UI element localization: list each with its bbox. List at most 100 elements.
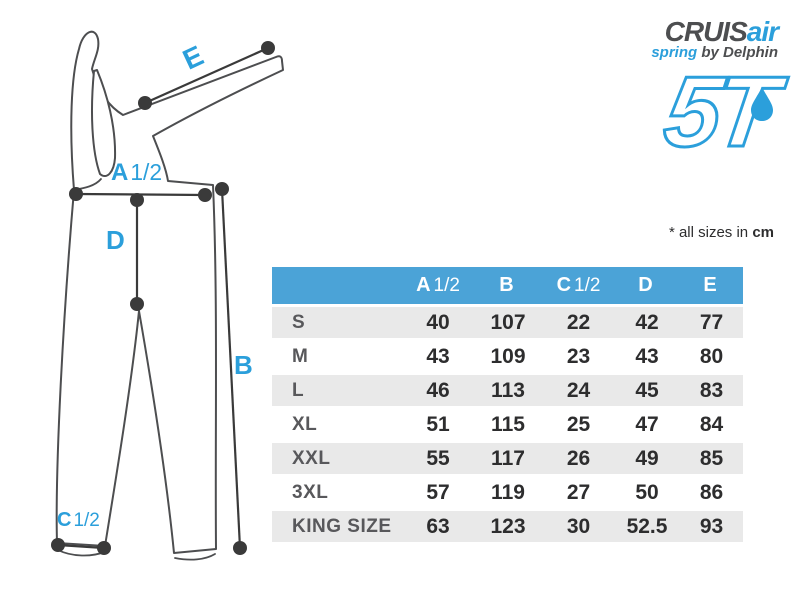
size-cell: XL xyxy=(292,413,318,435)
size-cell: XXL xyxy=(292,447,331,469)
measure-label-d: D xyxy=(106,227,125,253)
table-row: XXL 55 117 26 49 85 xyxy=(272,443,743,474)
value-cell: 43 xyxy=(635,344,659,368)
units-note-text: * all sizes in xyxy=(668,224,753,241)
measure-dot xyxy=(261,41,275,55)
brand-name-blue: air xyxy=(746,16,779,47)
header-cell-c: C 1/2 xyxy=(543,267,614,304)
brand-logo: CRUISair xyxy=(664,16,779,48)
table-row: M 43 109 23 43 80 xyxy=(272,341,743,372)
size-table-body: S 40 107 22 42 77 M 43 109 23 43 80 L 46… xyxy=(272,307,743,542)
value-cell: 49 xyxy=(635,446,659,470)
size-cell: 3XL xyxy=(292,481,329,503)
value-cell: 25 xyxy=(566,412,591,436)
table-row: S 40 107 22 42 77 xyxy=(272,307,743,338)
pants-diagram: E A1/2 D B C 1/2 xyxy=(0,0,300,600)
table-row: L 46 113 24 45 83 xyxy=(272,375,743,406)
measure-label-text: A xyxy=(111,159,129,186)
value-cell: 117 xyxy=(491,446,525,470)
pants-silhouette xyxy=(55,30,284,554)
water-drop-icon xyxy=(751,87,773,121)
measure-dot xyxy=(215,182,229,196)
header-row: A 1/2 B C 1/2 D E xyxy=(272,267,743,304)
measure-dot xyxy=(233,541,247,555)
header-cell-b: B xyxy=(473,267,543,304)
value-cell: 51 xyxy=(426,412,450,436)
measure-dot xyxy=(97,541,111,555)
value-cell: 23 xyxy=(566,344,591,368)
measure-label-fraction: 1/2 xyxy=(73,510,100,531)
column-label: E xyxy=(703,274,717,296)
measure-dot xyxy=(51,538,65,552)
measure-dot xyxy=(69,187,83,201)
value-cell: 30 xyxy=(566,514,591,538)
measure-label-c: C 1/2 xyxy=(57,510,100,530)
size-cell: L xyxy=(292,379,305,401)
header-cell-e: E xyxy=(680,267,743,304)
column-label: B xyxy=(499,274,514,296)
left-cuff-line xyxy=(57,549,105,557)
value-cell: 85 xyxy=(699,446,724,470)
pants-outline-drawing xyxy=(51,30,284,561)
header-cell-a: A 1/2 xyxy=(403,267,473,304)
value-cell: 40 xyxy=(426,310,450,334)
measure-line-b xyxy=(220,188,242,549)
measure-label-text: D xyxy=(106,225,125,255)
value-cell: 107 xyxy=(490,310,526,334)
column-fraction: 1/2 xyxy=(574,275,601,296)
units-note-unit: cm xyxy=(752,224,774,241)
table-row: 3XL 57 119 27 50 86 xyxy=(272,477,743,508)
value-cell: 22 xyxy=(566,310,591,334)
brand-name-dark: CRUIS xyxy=(664,16,748,47)
value-cell: 57 xyxy=(426,480,450,504)
measure-dot xyxy=(198,188,212,202)
measure-line-c xyxy=(57,543,105,550)
column-fraction: 1/2 xyxy=(433,275,460,296)
measure-label-text: B xyxy=(234,350,253,380)
tagline-blue: spring xyxy=(651,44,698,61)
header-cell-d: D xyxy=(614,267,680,304)
column-label: A xyxy=(416,274,431,296)
model-logo-5t: 5T xyxy=(657,55,794,169)
value-cell: 84 xyxy=(699,412,724,436)
value-cell: 52.5 xyxy=(626,514,668,538)
size-cell: KING SIZE xyxy=(292,515,392,537)
measure-line-e xyxy=(144,46,269,105)
value-cell: 109 xyxy=(490,344,526,368)
strap-opening xyxy=(91,69,117,177)
measure-label-text: C xyxy=(57,509,72,531)
tagline-dark: by Delphin xyxy=(697,44,778,61)
value-cell: 123 xyxy=(490,514,526,538)
table-row: XL 51 115 25 47 84 xyxy=(272,409,743,440)
brand-tagline: spring by Delphin xyxy=(651,44,778,61)
measure-label-fraction: 1/2 xyxy=(130,159,163,185)
value-cell: 24 xyxy=(566,378,591,402)
value-cell: 42 xyxy=(635,310,659,334)
table-row: KING SIZE 63 123 30 52.5 93 xyxy=(272,511,743,542)
size-cell: S xyxy=(292,311,306,333)
value-cell: 113 xyxy=(491,378,525,402)
units-note: * all sizes in cm xyxy=(669,224,774,241)
right-cuff-line xyxy=(174,553,216,561)
value-cell: 46 xyxy=(426,378,450,402)
size-table: A 1/2 B C 1/2 D E S 40 107 22 42 77 M 43 1… xyxy=(272,264,743,545)
column-label: D xyxy=(638,274,653,296)
value-cell: 26 xyxy=(566,446,591,470)
value-cell: 27 xyxy=(566,480,591,504)
measure-dot xyxy=(130,193,144,207)
value-cell: 83 xyxy=(699,378,724,402)
value-cell: 55 xyxy=(426,446,450,470)
size-table-header: A 1/2 B C 1/2 D E xyxy=(272,267,743,304)
value-cell: 47 xyxy=(635,412,659,436)
measure-label-b: B xyxy=(234,352,253,378)
value-cell: 50 xyxy=(635,480,659,504)
value-cell: 43 xyxy=(426,344,450,368)
value-cell: 93 xyxy=(699,514,724,538)
header-cell-empty xyxy=(272,267,403,304)
measure-dot xyxy=(138,96,152,110)
value-cell: 86 xyxy=(699,480,724,504)
value-cell: 115 xyxy=(491,412,525,436)
measure-label-a: A1/2 xyxy=(111,161,162,185)
value-cell: 63 xyxy=(426,514,450,538)
